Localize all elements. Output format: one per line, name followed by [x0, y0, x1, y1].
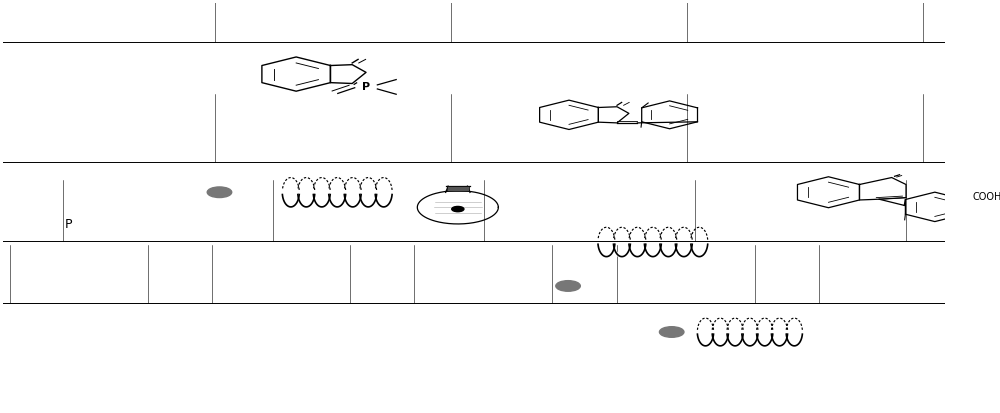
- Text: NC: NC: [278, 283, 294, 293]
- Text: CH$_2$Cl$_2$, 100ºC: CH$_2$Cl$_2$, 100ºC: [301, 225, 376, 239]
- FancyBboxPatch shape: [0, 241, 1000, 363]
- Text: C6: C6: [419, 330, 435, 339]
- Text: F: F: [299, 314, 306, 325]
- Text: CH$_2$Cl$_2$, 15ºC: CH$_2$Cl$_2$, 15ºC: [620, 275, 689, 289]
- Text: 9: 9: [714, 253, 721, 263]
- Text: O: O: [357, 47, 365, 57]
- Text: Et$_3$N: Et$_3$N: [226, 350, 252, 364]
- Text: 8: 8: [576, 297, 583, 307]
- FancyBboxPatch shape: [0, 304, 1000, 413]
- Text: NaOH+N$_2$H$_4$·H$_2$O: NaOH+N$_2$H$_4$·H$_2$O: [410, 337, 500, 351]
- Text: D7: D7: [291, 389, 308, 399]
- Text: OCH$_3$: OCH$_3$: [398, 90, 424, 102]
- Circle shape: [556, 281, 580, 291]
- Text: 5: 5: [454, 233, 461, 243]
- Text: CN: CN: [650, 92, 664, 102]
- Text: P: P: [65, 218, 72, 231]
- FancyBboxPatch shape: [0, 42, 1000, 179]
- FancyBboxPatch shape: [447, 186, 469, 191]
- Text: A1: A1: [148, 139, 165, 149]
- Text: CH$_2$Cl$_2$, 70ºC: CH$_2$Cl$_2$, 70ºC: [716, 363, 784, 377]
- Text: N: N: [910, 192, 918, 203]
- Text: E10: E10: [555, 389, 578, 399]
- Circle shape: [207, 187, 232, 197]
- Circle shape: [659, 327, 684, 337]
- Text: 13: 13: [832, 384, 846, 394]
- Text: H: H: [11, 222, 20, 232]
- Text: O: O: [94, 74, 103, 84]
- Text: OH: OH: [85, 118, 102, 128]
- FancyBboxPatch shape: [0, 162, 1000, 299]
- FancyBboxPatch shape: [0, 304, 1000, 413]
- Text: O: O: [621, 90, 628, 100]
- Text: 11: 11: [643, 343, 657, 354]
- Text: 4: 4: [394, 209, 401, 219]
- Text: OCH$_3$: OCH$_3$: [398, 72, 424, 84]
- Text: F: F: [636, 129, 641, 140]
- Text: O: O: [901, 164, 908, 174]
- Text: 12: 12: [808, 343, 822, 353]
- Text: O: O: [34, 197, 43, 207]
- Text: P: P: [362, 82, 370, 92]
- Text: B2: B2: [148, 259, 164, 269]
- Text: COOH: COOH: [973, 192, 1000, 202]
- Text: F: F: [899, 222, 905, 233]
- Text: NH: NH: [910, 180, 925, 190]
- Circle shape: [452, 206, 464, 212]
- Text: CHO: CHO: [381, 283, 406, 293]
- Text: OCH$_3$: OCH$_3$: [97, 202, 125, 216]
- Text: 3: 3: [227, 204, 234, 214]
- Text: O: O: [330, 97, 338, 107]
- Text: OCH$_3$: OCH$_3$: [99, 229, 127, 243]
